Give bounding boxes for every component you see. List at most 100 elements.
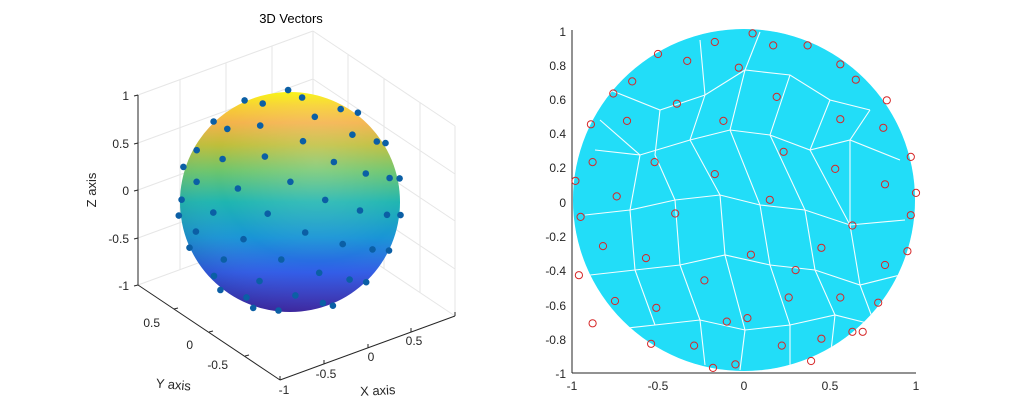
site-marker (803, 41, 812, 50)
x-tick-label: -1 (567, 379, 578, 393)
y-tick-label: 0 (559, 196, 566, 210)
vector-marker (299, 137, 307, 145)
y-tick-label: -1 (555, 367, 566, 381)
site-marker (586, 120, 596, 129)
site-marker (772, 92, 781, 102)
x-tick-label: -0.5 (648, 379, 669, 393)
vector-marker (386, 174, 393, 182)
vector-marker (210, 209, 217, 216)
vector-marker (261, 153, 269, 160)
site-marker (598, 242, 608, 251)
z-tick-label: -1 (118, 279, 129, 293)
vector-marker (319, 299, 327, 307)
site-marker (710, 37, 719, 47)
y-tick-label: 0.6 (549, 93, 566, 107)
vector-marker (210, 272, 218, 280)
vector-marker (186, 244, 193, 251)
site-marker (748, 29, 757, 38)
site-marker (880, 260, 890, 270)
site-marker (722, 317, 731, 326)
vector-marker (292, 292, 299, 299)
site-marker (719, 116, 728, 126)
site-marker (836, 60, 845, 69)
site-marker (831, 164, 840, 173)
vector-marker (369, 246, 376, 253)
site-marker (647, 339, 656, 348)
site-marker (576, 212, 585, 221)
site-marker (650, 158, 659, 167)
vector-marker (243, 294, 250, 301)
site-marker (836, 115, 845, 124)
vector-marker (311, 113, 319, 121)
x-tick-label: -1 (279, 383, 290, 397)
site-marker (880, 180, 890, 189)
site-marker (710, 170, 719, 179)
site-marker (879, 123, 888, 132)
y-tick-label: 0.4 (549, 127, 566, 141)
vector-marker (383, 211, 391, 219)
vector-marker (193, 146, 200, 154)
vector-marker (264, 210, 272, 217)
vector-marker (301, 229, 309, 236)
z-tick-label: 1 (122, 89, 129, 103)
site-marker (731, 360, 740, 369)
x-axis-label: X axis (360, 382, 397, 399)
site-marker (671, 209, 680, 218)
vector-marker (192, 228, 200, 235)
site-marker (882, 96, 891, 105)
z-axis-label: Z axis (84, 172, 99, 207)
vector-marker (385, 247, 393, 254)
vector-marker (362, 278, 370, 286)
x-tick-label: 1 (913, 379, 920, 393)
site-marker (588, 158, 597, 167)
chart-voronoi-projection: -1 -0.8 -0.6 -0.4 -0.2 0 0.2 0.4 0.6 0.8… (545, 25, 921, 393)
chart-3d-vectors: 3D Vectors (84, 11, 456, 399)
vector-marker (234, 185, 242, 192)
site-marker (690, 341, 699, 350)
site-marker (791, 266, 800, 275)
vector-marker (287, 178, 294, 186)
vector-marker (315, 269, 323, 277)
site-marker (652, 303, 661, 312)
y-tick-labels: -1 -0.8 -0.6 -0.4 -0.2 0 0.2 0.4 0.6 0.8… (545, 25, 566, 381)
site-marker (574, 271, 584, 280)
y-tick-label: 0.2 (549, 161, 566, 175)
y-tick-label: -0.2 (545, 230, 566, 244)
vector-marker (220, 256, 228, 263)
vector-marker (210, 118, 217, 125)
site-marker (769, 41, 778, 50)
site-marker (610, 296, 620, 306)
site-marker (588, 319, 597, 328)
site-marker (612, 192, 621, 201)
site-marker (903, 247, 912, 256)
site-marker (848, 327, 857, 336)
vector-marker (373, 138, 381, 145)
site-marker (858, 327, 867, 336)
vector-marker (180, 163, 187, 171)
site-marker (708, 363, 718, 372)
site-markers (571, 29, 921, 372)
site-marker (653, 49, 663, 59)
vector-marker (354, 109, 362, 116)
site-marker (779, 147, 788, 156)
site-marker (765, 195, 774, 204)
x-tick-labels: -1 -0.5 0 0.5 (279, 334, 423, 397)
site-marker (817, 243, 826, 252)
vector-marker (241, 97, 248, 104)
site-marker (906, 211, 915, 220)
x-tick-label: 0 (741, 379, 748, 393)
site-marker (817, 334, 826, 343)
vector-marker (356, 207, 364, 214)
site-marker (683, 56, 692, 66)
y-tick-label: 0 (186, 338, 193, 352)
vector-marker (362, 170, 370, 177)
vector-marker (278, 256, 285, 263)
site-marker (743, 314, 752, 323)
y-tick-label: 0.8 (549, 59, 566, 73)
site-marker (609, 89, 618, 98)
vector-marker (396, 175, 403, 182)
vector-marker (256, 277, 263, 285)
y-tick-label: -0.6 (545, 299, 566, 313)
y-tick-label: -0.8 (545, 333, 566, 347)
vector-marker (217, 286, 224, 294)
